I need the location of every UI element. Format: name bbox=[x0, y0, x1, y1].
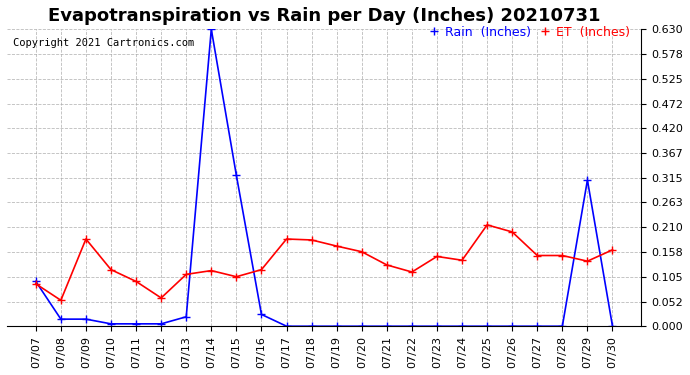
Rain  (Inches) bbox=[558, 324, 566, 328]
ET  (Inches) bbox=[107, 267, 115, 272]
Rain  (Inches) bbox=[57, 317, 65, 321]
Rain  (Inches) bbox=[32, 279, 40, 284]
Rain  (Inches) bbox=[357, 324, 366, 328]
ET  (Inches) bbox=[483, 223, 491, 227]
Line: ET  (Inches): ET (Inches) bbox=[32, 221, 617, 304]
ET  (Inches) bbox=[383, 262, 391, 267]
Rain  (Inches) bbox=[157, 322, 166, 326]
Rain  (Inches) bbox=[132, 322, 140, 326]
Rain  (Inches) bbox=[408, 324, 416, 328]
ET  (Inches) bbox=[433, 254, 441, 259]
ET  (Inches) bbox=[458, 258, 466, 262]
Legend: Rain  (Inches), ET  (Inches): Rain (Inches), ET (Inches) bbox=[422, 21, 635, 44]
Rain  (Inches) bbox=[257, 312, 266, 316]
Rain  (Inches) bbox=[609, 324, 617, 328]
Title: Evapotranspiration vs Rain per Day (Inches) 20210731: Evapotranspiration vs Rain per Day (Inch… bbox=[48, 7, 600, 25]
Rain  (Inches) bbox=[433, 324, 441, 328]
ET  (Inches) bbox=[533, 253, 542, 258]
ET  (Inches) bbox=[132, 279, 140, 284]
Rain  (Inches) bbox=[508, 324, 516, 328]
Rain  (Inches) bbox=[282, 324, 290, 328]
ET  (Inches) bbox=[583, 259, 591, 263]
ET  (Inches) bbox=[82, 237, 90, 241]
Rain  (Inches) bbox=[233, 173, 241, 178]
ET  (Inches) bbox=[333, 244, 341, 248]
ET  (Inches) bbox=[207, 268, 215, 273]
Rain  (Inches) bbox=[333, 324, 341, 328]
ET  (Inches) bbox=[558, 253, 566, 258]
Rain  (Inches) bbox=[533, 324, 542, 328]
ET  (Inches) bbox=[508, 230, 516, 234]
Rain  (Inches) bbox=[82, 317, 90, 321]
Line: Rain  (Inches): Rain (Inches) bbox=[32, 25, 617, 330]
Rain  (Inches) bbox=[583, 178, 591, 182]
Rain  (Inches) bbox=[308, 324, 316, 328]
ET  (Inches) bbox=[408, 270, 416, 274]
ET  (Inches) bbox=[32, 282, 40, 286]
Rain  (Inches) bbox=[483, 324, 491, 328]
ET  (Inches) bbox=[609, 248, 617, 252]
Rain  (Inches) bbox=[383, 324, 391, 328]
Text: Copyright 2021 Cartronics.com: Copyright 2021 Cartronics.com bbox=[13, 38, 195, 48]
ET  (Inches) bbox=[308, 238, 316, 242]
ET  (Inches) bbox=[233, 274, 241, 279]
ET  (Inches) bbox=[157, 296, 166, 300]
Rain  (Inches) bbox=[107, 322, 115, 326]
Rain  (Inches) bbox=[182, 315, 190, 319]
Rain  (Inches) bbox=[458, 324, 466, 328]
ET  (Inches) bbox=[182, 272, 190, 277]
ET  (Inches) bbox=[357, 249, 366, 254]
ET  (Inches) bbox=[282, 237, 290, 241]
ET  (Inches) bbox=[57, 298, 65, 303]
Rain  (Inches) bbox=[207, 27, 215, 32]
ET  (Inches) bbox=[257, 267, 266, 272]
